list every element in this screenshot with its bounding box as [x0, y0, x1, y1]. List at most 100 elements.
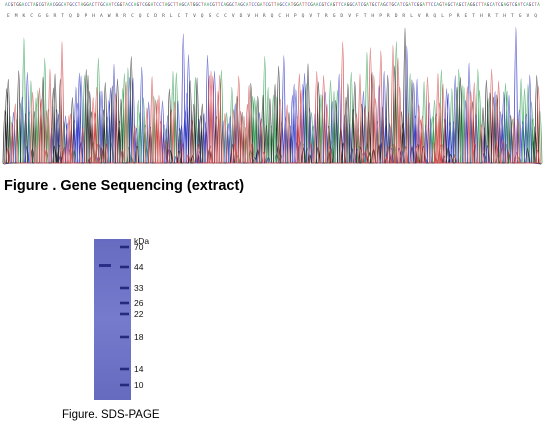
- aa-letter: P: [294, 13, 297, 19]
- basecall-letter: T: [509, 2, 512, 7]
- basecall-letter: A: [484, 2, 487, 7]
- basecall-letter: A: [380, 2, 383, 7]
- aa-letter: Q: [433, 13, 436, 19]
- basecall-letter: A: [445, 2, 448, 7]
- basecall-letter: C: [414, 2, 417, 7]
- aa-letter: K: [23, 13, 26, 19]
- aa-letter: D: [395, 13, 398, 19]
- basecall-letter: G: [182, 2, 185, 7]
- marker-label: 33: [134, 283, 144, 293]
- basecall-letter: T: [520, 2, 523, 7]
- basecall-letter: A: [355, 2, 358, 7]
- basecall-letter: A: [456, 2, 459, 7]
- basecall-letter: A: [316, 2, 319, 7]
- basecall-letter: G: [459, 2, 462, 7]
- marker-band: [120, 265, 129, 269]
- basecall-letter: C: [361, 2, 364, 7]
- basecall-letter: A: [504, 2, 507, 7]
- aa-letter: C: [278, 13, 281, 19]
- basecall-letter: A: [165, 2, 168, 7]
- basecall-letter: C: [512, 2, 515, 7]
- basecall-letter: C: [156, 2, 159, 7]
- basecall-letter: C: [341, 2, 344, 7]
- basecall-letter: T: [495, 2, 498, 7]
- basecall-letter: A: [436, 2, 439, 7]
- basecall-letter: A: [106, 2, 109, 7]
- marker-label: 44: [134, 262, 144, 272]
- aa-letter: C: [178, 13, 181, 19]
- basecall-letter: T: [481, 2, 484, 7]
- basecall-letter: G: [392, 2, 395, 7]
- basecall-letter: A: [81, 2, 84, 7]
- marker-band: [120, 383, 129, 387]
- basecall-letter: T: [411, 2, 414, 7]
- basecall-letter: T: [271, 2, 274, 7]
- basecall-letter: C: [394, 2, 397, 7]
- basecall-letter: A: [33, 2, 36, 7]
- sample-band-44kda: [99, 264, 111, 267]
- aa-letter: T: [511, 13, 514, 19]
- basecall-letter: A: [179, 2, 182, 7]
- basecall-letter: T: [291, 2, 294, 7]
- aa-letter: V: [418, 13, 421, 19]
- basecall-letter: G: [257, 2, 260, 7]
- basecall-letter: A: [518, 2, 521, 7]
- basecall-letter: G: [100, 2, 103, 7]
- basecall-letter: T: [425, 2, 428, 7]
- basecall-letter: C: [476, 2, 479, 7]
- basecall-letter: T: [30, 2, 33, 7]
- basecall-letter: C: [53, 2, 56, 7]
- aa-letter: H: [255, 13, 258, 19]
- basecall-letter: A: [330, 2, 333, 7]
- aa-letter: S: [209, 13, 212, 19]
- basecall-letter: C: [170, 2, 173, 7]
- basecall-letter: C: [308, 2, 311, 7]
- basecall-letter: C: [266, 2, 269, 7]
- basecall-letter: C: [39, 2, 42, 7]
- basecall-letter: T: [235, 2, 238, 7]
- basecall-letter: G: [294, 2, 297, 7]
- aa-letter: G: [519, 13, 522, 19]
- aa-letter: T: [472, 13, 475, 19]
- basecall-letter: A: [109, 2, 112, 7]
- marker-label: 18: [134, 332, 144, 342]
- basecall-letter: A: [89, 2, 92, 7]
- basecall-letter: C: [184, 2, 187, 7]
- basecall-letter: G: [11, 2, 14, 7]
- basecall-letter: A: [467, 2, 470, 7]
- aa-letter: H: [480, 13, 483, 19]
- basecall-letter: T: [97, 2, 100, 7]
- basecall-letter: C: [434, 2, 437, 7]
- basecall-letter: T: [378, 2, 381, 7]
- basecall-letter: G: [347, 2, 350, 7]
- basecall-letter: C: [198, 2, 201, 7]
- aa-letter: R: [426, 13, 429, 19]
- aa-letter: V: [527, 13, 530, 19]
- aa-letter: H: [371, 13, 374, 19]
- figure-caption-sequencing: Figure . Gene Sequencing (extract): [4, 178, 245, 194]
- basecall-letter: G: [310, 2, 313, 7]
- basecall-letter: C: [27, 2, 30, 7]
- basecall-letter: A: [47, 2, 50, 7]
- basecall-letter: T: [190, 2, 193, 7]
- basecall-letter: C: [285, 2, 288, 7]
- aa-letter: D: [77, 13, 80, 19]
- aa-letter: L: [170, 13, 173, 19]
- basecall-letter: C: [72, 2, 75, 7]
- basecall-letter: C: [142, 2, 145, 7]
- basecall-letter: G: [487, 2, 490, 7]
- basecall-letter: T: [249, 2, 252, 7]
- marker-band: [120, 301, 129, 305]
- basecall-letter: G: [501, 2, 504, 7]
- basecall-letter: A: [526, 2, 529, 7]
- basecall-letter: G: [36, 2, 39, 7]
- aa-letter: A: [100, 13, 103, 19]
- basecall-letter: G: [229, 2, 232, 7]
- aa-letter: R: [488, 13, 491, 19]
- basecall-letter: A: [224, 2, 227, 7]
- aa-letter: W: [108, 13, 111, 19]
- aa-letter: R: [54, 13, 57, 19]
- aa-letter: V: [232, 13, 235, 19]
